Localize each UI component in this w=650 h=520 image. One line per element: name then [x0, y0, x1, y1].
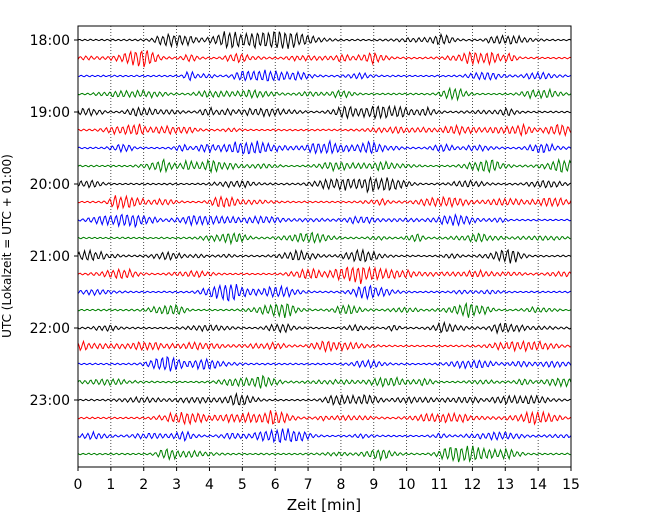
- y-tick-label: 23:00: [30, 393, 70, 409]
- x-tick-label: 11: [431, 477, 449, 493]
- trace-line: [77, 139, 572, 155]
- x-tick-label: 7: [304, 477, 313, 493]
- trace-line: [77, 175, 572, 194]
- trace-line: [77, 283, 571, 302]
- trace-line: [77, 428, 572, 444]
- trace-line: [77, 69, 572, 82]
- plot-frame: [77, 25, 572, 468]
- trace-line: [77, 391, 571, 407]
- trace-line: [77, 339, 571, 354]
- y-tick-label: 22:00: [30, 321, 70, 337]
- trace-line: [77, 301, 572, 319]
- x-tick-label: 4: [205, 477, 214, 493]
- x-tick-label: 13: [496, 477, 514, 493]
- x-tick-label: 6: [271, 477, 280, 493]
- trace-line: [77, 445, 571, 463]
- trace-line: [77, 355, 572, 372]
- y-tick-label: 19:00: [30, 105, 70, 121]
- trace-line: [77, 104, 571, 120]
- x-tick-label: 5: [238, 477, 247, 493]
- x-tick-label: 14: [529, 477, 547, 493]
- trace-line: [77, 231, 571, 246]
- trace-line: [77, 157, 572, 174]
- trace-line: [77, 410, 572, 426]
- trace-line: [77, 374, 572, 389]
- x-tick-label: 8: [336, 477, 345, 493]
- trace-line: [77, 86, 572, 102]
- x-tick-label: 1: [106, 477, 115, 493]
- trace-line: [77, 31, 572, 50]
- trace-line: [77, 122, 572, 138]
- trace-line: [77, 213, 572, 229]
- x-tick-label: 9: [369, 477, 378, 493]
- y-axis-ticks: 18:00 19:00 20:00 21:00 22:00 23:00: [30, 33, 78, 409]
- trace-line: [77, 50, 571, 68]
- trace-line: [77, 194, 572, 211]
- y-tick-label: 20:00: [30, 177, 70, 193]
- x-axis-label: Zeit [min]: [287, 496, 361, 514]
- seismic-traces: [77, 31, 572, 463]
- y-axis-label: UTC (Lokalzeit = UTC + 01:00): [0, 154, 14, 338]
- x-tick-label: 15: [562, 477, 580, 493]
- trace-line: [77, 248, 572, 264]
- y-tick-label: 21:00: [30, 249, 70, 265]
- y-tick-label: 18:00: [30, 33, 70, 49]
- x-tick-label: 12: [463, 477, 481, 493]
- trace-line: [77, 265, 572, 285]
- x-tick-label: 3: [172, 477, 181, 493]
- x-tick-label: 0: [74, 477, 83, 493]
- x-tick-label: 10: [398, 477, 416, 493]
- x-tick-label: 2: [139, 477, 148, 493]
- x-axis-ticks: 0 1 2 3 4 5 6 7 8 9 10 11 12 13 14 15: [74, 467, 580, 493]
- trace-line: [77, 320, 572, 335]
